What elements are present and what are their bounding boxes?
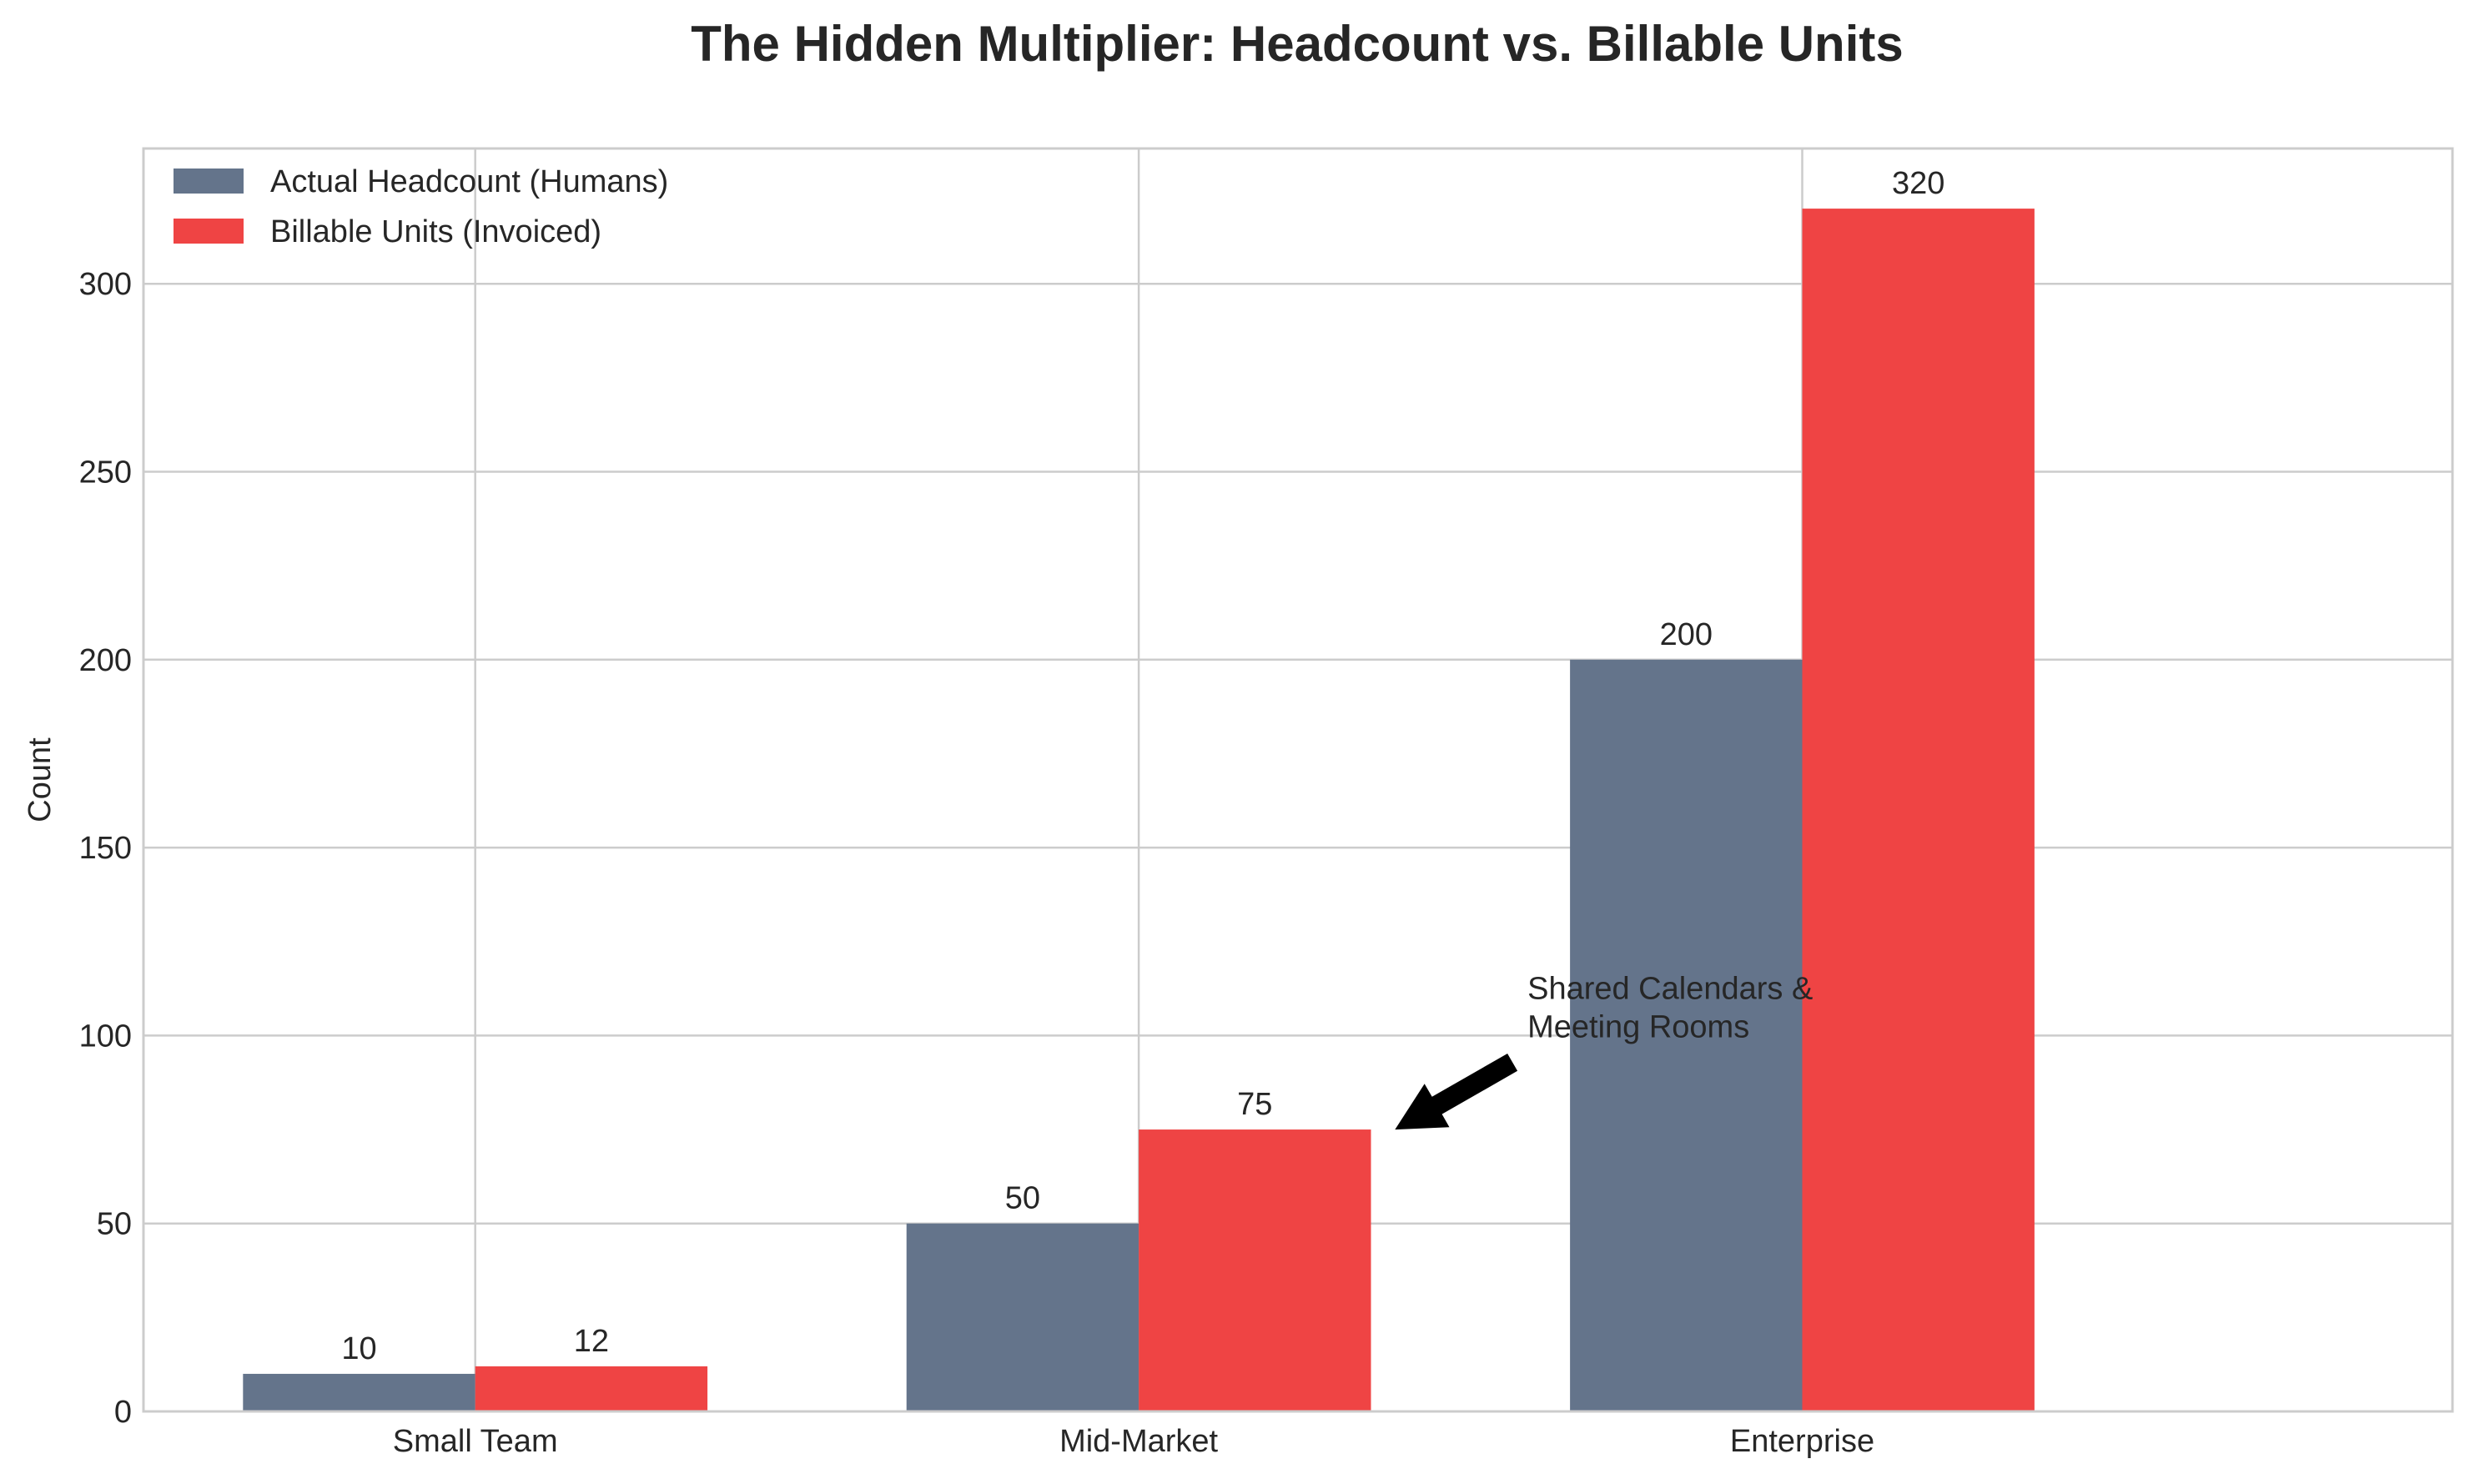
chart-title: The Hidden Multiplier: Headcount vs. Bil… bbox=[691, 16, 1903, 72]
data-label-actual-headcount-humans-enterprise: 200 bbox=[1660, 617, 1713, 652]
x-tick-label: Small Team bbox=[393, 1424, 558, 1459]
bars bbox=[243, 209, 2035, 1412]
data-label-actual-headcount-humans-small-team: 10 bbox=[341, 1331, 376, 1366]
data-label-billable-units-invoiced-mid-market: 75 bbox=[1237, 1087, 1272, 1122]
data-label-actual-headcount-humans-mid-market: 50 bbox=[1005, 1181, 1040, 1216]
legend-label-billable-units-invoiced: Billable Units (Invoiced) bbox=[270, 214, 601, 249]
data-label-billable-units-invoiced-enterprise: 320 bbox=[1892, 166, 1944, 201]
plot-frame bbox=[142, 147, 2454, 1413]
legend: Actual Headcount (Humans) Billable Units … bbox=[174, 164, 668, 249]
y-tick-label: 300 bbox=[79, 267, 132, 302]
annotation-line: Shared Calendars & bbox=[1527, 971, 1813, 1006]
y-tick-label: 50 bbox=[97, 1207, 132, 1242]
axes: 0 50 100 150 200 250 300 Small Team Mid-Market En… bbox=[23, 147, 2454, 1459]
bar-actual-headcount-humans-mid-market bbox=[906, 1223, 1139, 1411]
annotation-text: Shared Calendars & Meeting Rooms bbox=[1527, 971, 1813, 1044]
legend-swatch-billable-units-invoiced bbox=[174, 219, 244, 244]
y-tick-label: 0 bbox=[114, 1395, 132, 1430]
legend-swatch-actual-headcount-humans bbox=[174, 169, 244, 194]
legend-label-actual-headcount-humans: Actual Headcount (Humans) bbox=[270, 164, 668, 199]
y-tick-label: 250 bbox=[79, 455, 132, 490]
annotation-arrow bbox=[1395, 1054, 1518, 1130]
bar-billable-units-invoiced-mid-market bbox=[1139, 1129, 1371, 1411]
bar-actual-headcount-humans-small-team bbox=[243, 1373, 475, 1411]
data-labels: 10 50 200 12 75 320 bbox=[341, 166, 1944, 1366]
y-tick-label: 200 bbox=[79, 643, 132, 678]
annotation: Shared Calendars & Meeting Rooms bbox=[1395, 971, 1813, 1130]
y-tick-label: 150 bbox=[79, 831, 132, 866]
y-axis-label: Count bbox=[23, 737, 58, 822]
x-tick-label: Enterprise bbox=[1730, 1424, 1874, 1459]
y-tick-label: 100 bbox=[79, 1019, 132, 1054]
bar-actual-headcount-humans-enterprise bbox=[1570, 659, 1803, 1411]
bar-billable-units-invoiced-enterprise bbox=[1802, 209, 2035, 1412]
annotation-line: Meeting Rooms bbox=[1527, 1009, 1749, 1044]
x-tick-label: Mid-Market bbox=[1059, 1424, 1218, 1459]
bar-billable-units-invoiced-small-team bbox=[475, 1366, 708, 1411]
data-label-billable-units-invoiced-small-team: 12 bbox=[574, 1324, 609, 1359]
